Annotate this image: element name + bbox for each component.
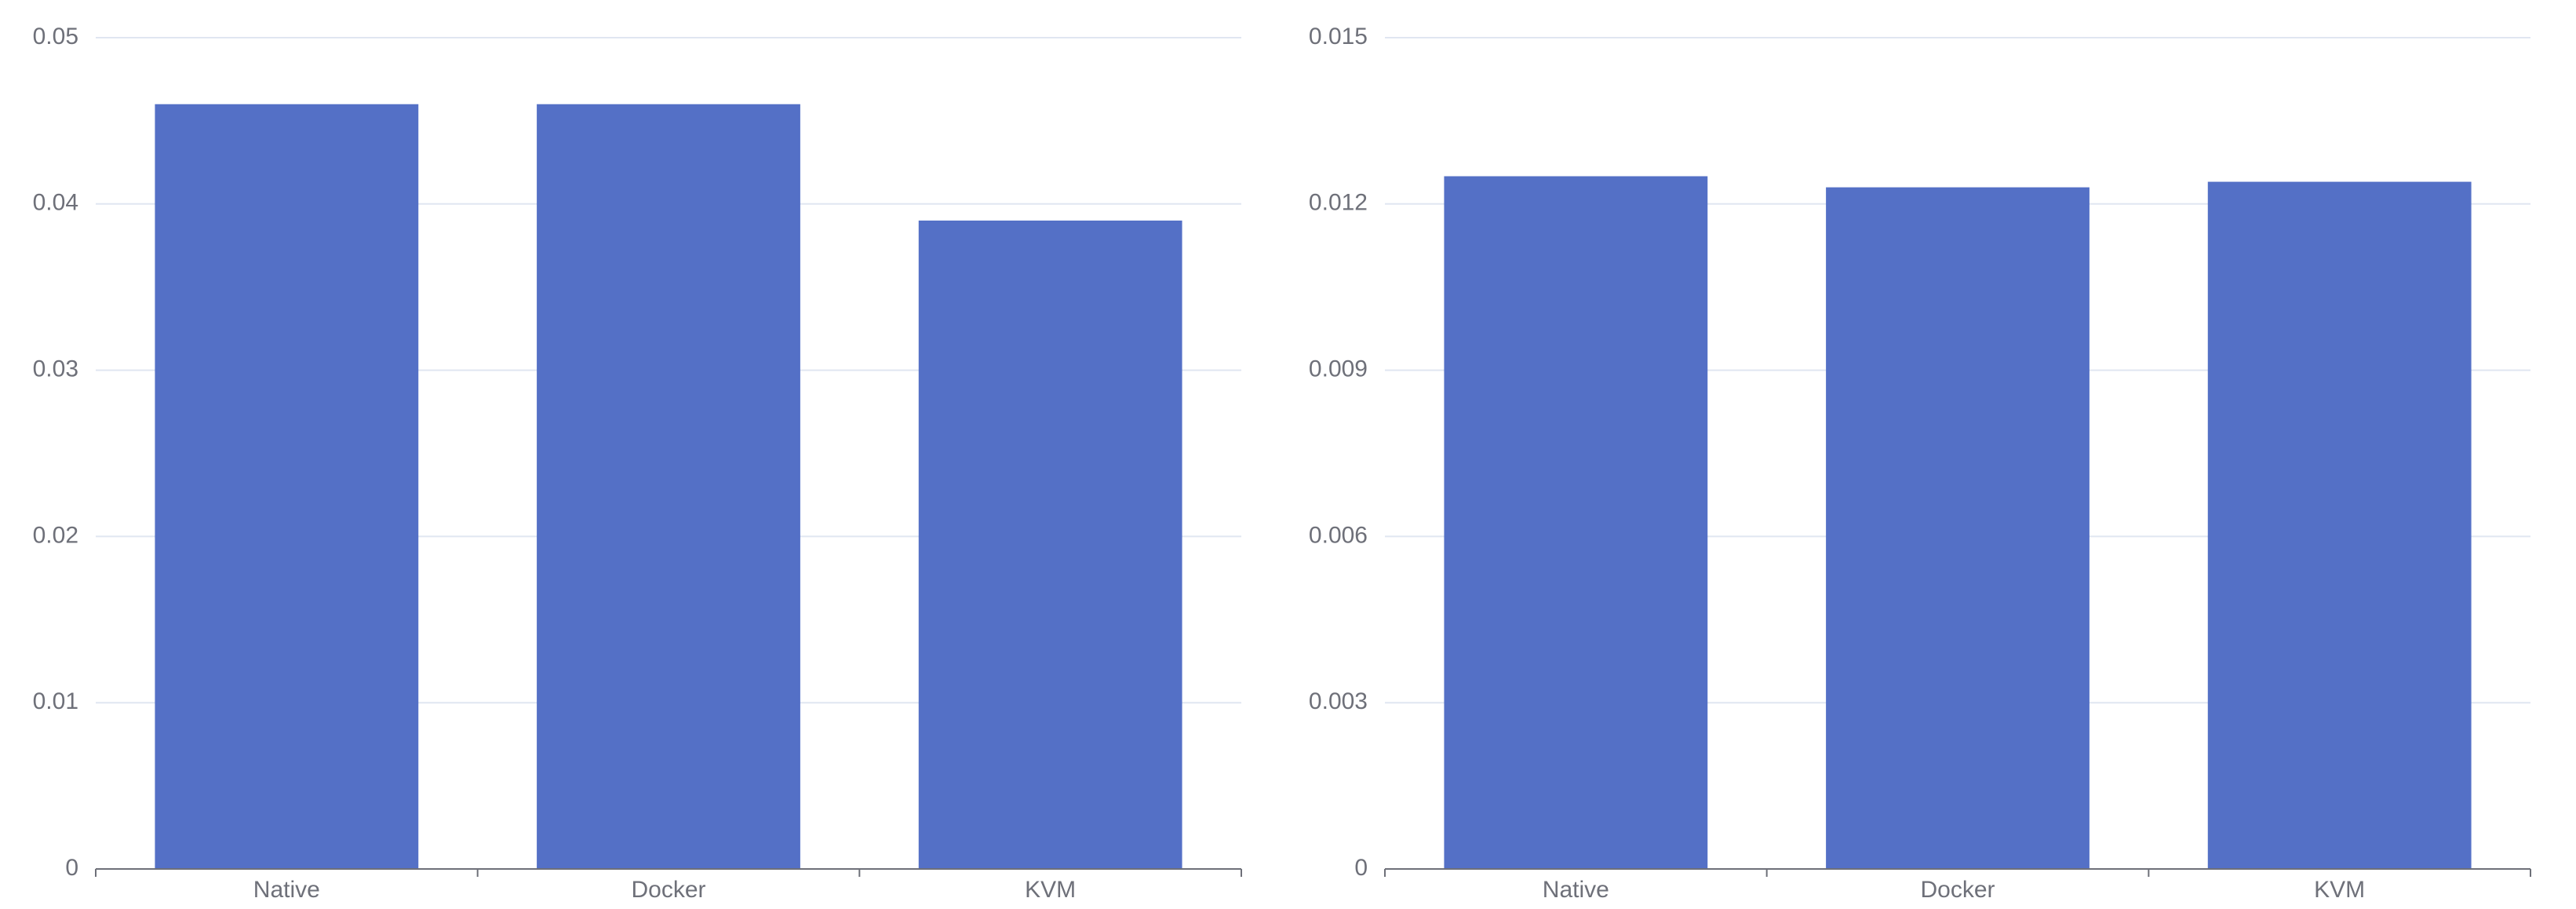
x-tick-label: Docker xyxy=(1920,877,1995,903)
y-tick-label: 0 xyxy=(1354,855,1368,881)
x-tick-label: KVM xyxy=(1025,877,1076,903)
left-chart-svg: 0 0.01 0.02 0.03 0.04 0.05 Native Docker KVM xyxy=(33,24,1242,903)
y-tick-label: 0.05 xyxy=(33,24,78,49)
y-tick-label: 0.04 xyxy=(33,190,78,216)
bar-docker[interactable] xyxy=(537,104,800,870)
right-chart-svg: 0 0.003 0.006 0.009 0.012 0.015 Native Docker KV… xyxy=(1309,24,2531,903)
y-tick-label: 0.02 xyxy=(33,522,78,548)
x-tick-label: KVM xyxy=(2314,877,2365,903)
y-tick-label: 0.009 xyxy=(1309,356,1368,382)
bar-native[interactable] xyxy=(155,104,419,870)
bar-kvm[interactable] xyxy=(918,220,1182,870)
y-tick-label: 0.003 xyxy=(1309,688,1368,714)
bar-kvm[interactable] xyxy=(2207,181,2472,869)
y-tick-label: 0.03 xyxy=(33,356,78,382)
left-bar-chart: 0 0.01 0.02 0.03 0.04 0.05 Native Docker KVM xyxy=(0,0,1287,909)
x-tick-label: Native xyxy=(1543,877,1609,903)
y-tick-label: 0.015 xyxy=(1309,24,1368,49)
y-tick-label: 0.01 xyxy=(33,688,78,714)
bar-native[interactable] xyxy=(1444,176,1708,870)
bar-docker[interactable] xyxy=(1826,187,2090,869)
y-tick-label: 0 xyxy=(65,855,78,881)
x-tick-label: Native xyxy=(253,877,320,903)
x-tick-label: Docker xyxy=(631,877,705,903)
y-tick-label: 0.012 xyxy=(1309,190,1368,216)
right-bar-chart: 0 0.003 0.006 0.009 0.012 0.015 Native Docker KV… xyxy=(1289,0,2576,909)
y-tick-label: 0.006 xyxy=(1309,522,1368,548)
